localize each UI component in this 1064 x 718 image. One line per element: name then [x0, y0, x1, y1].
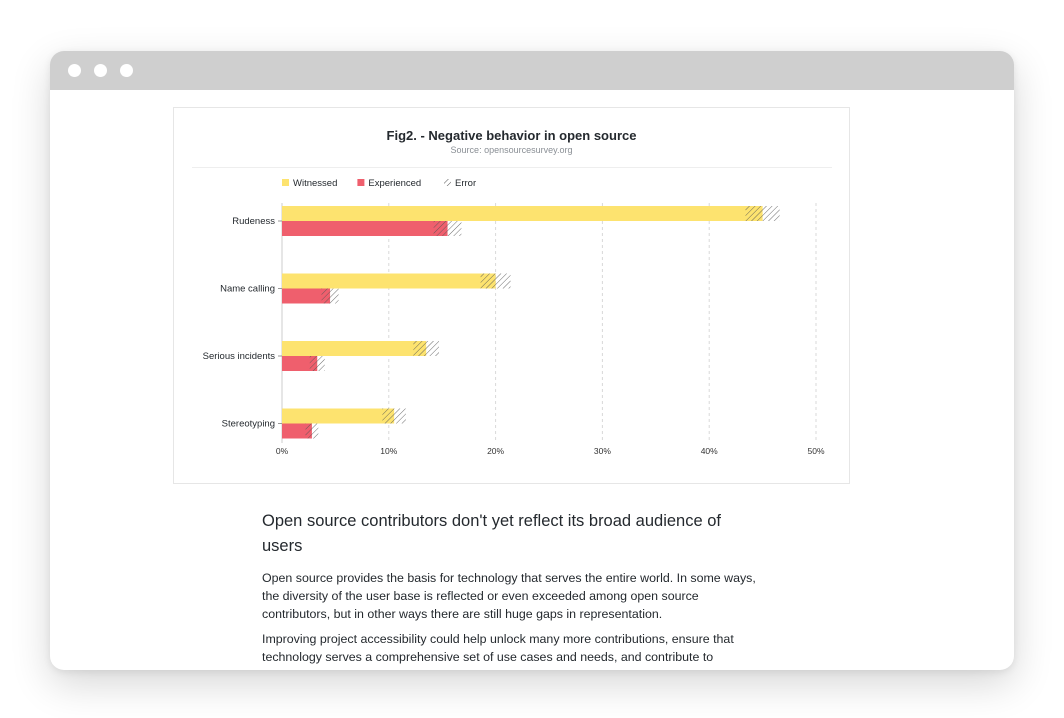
category-label: Serious incidents — [203, 351, 276, 362]
x-tick-label: 20% — [487, 446, 504, 456]
bar-chart: 0% 10% 20% 30% 40% 50% Witnessed Experienced Err… — [203, 178, 825, 456]
category-label: Rudeness — [232, 216, 275, 227]
x-tick-label: 40% — [701, 446, 718, 456]
x-tick-label: 50% — [807, 446, 824, 456]
error-band — [305, 423, 319, 439]
bar-witnessed — [282, 273, 496, 289]
paragraph: Improving project accessibility could he… — [262, 632, 734, 664]
bar-experienced — [282, 423, 312, 439]
legend-label: Witnessed — [293, 178, 337, 189]
bar-witnessed — [282, 341, 427, 356]
bar-experienced — [282, 356, 318, 371]
bar-witnessed — [282, 206, 763, 221]
window-dot-maximize[interactable] — [120, 64, 133, 77]
legend-label: Error — [455, 178, 476, 189]
error-band — [382, 408, 406, 424]
bar-witnessed — [282, 408, 395, 424]
legend-label: Experienced — [368, 178, 421, 189]
window-dot-minimize[interactable] — [94, 64, 107, 77]
legend-swatch — [357, 179, 365, 186]
error-band — [309, 356, 325, 371]
section-heading: Open source contributors don't yet refle… — [262, 512, 721, 555]
paragraph: Open source provides the basis for techn… — [262, 571, 756, 621]
x-tick-label: 0% — [276, 446, 289, 456]
error-band — [321, 288, 339, 304]
figure-title: Fig2. - Negative behavior in open source — [386, 128, 637, 143]
browser-window: Fig2. - Negative behavior in open source… — [50, 51, 1014, 670]
figure-source: Source: opensourcesurvey.org — [450, 145, 573, 155]
category-label: Name calling — [220, 284, 275, 295]
error-band — [480, 273, 511, 289]
figure-divider — [192, 167, 832, 168]
legend-swatch — [282, 179, 289, 186]
window-titlebar — [50, 51, 1014, 90]
error-band — [413, 341, 439, 356]
error-band — [433, 221, 462, 236]
figure-card: Fig2. - Negative behavior in open source… — [173, 107, 850, 484]
article-section: Open source contributors don't yet refle… — [262, 509, 762, 666]
category-label: Stereotyping — [222, 419, 275, 430]
error-band — [745, 206, 780, 221]
x-tick-label: 30% — [594, 446, 611, 456]
bar-experienced — [282, 288, 331, 304]
legend-swatch — [444, 179, 451, 186]
x-tick-label: 10% — [380, 446, 397, 456]
bar-experienced — [282, 221, 448, 236]
window-dot-close[interactable] — [68, 64, 81, 77]
